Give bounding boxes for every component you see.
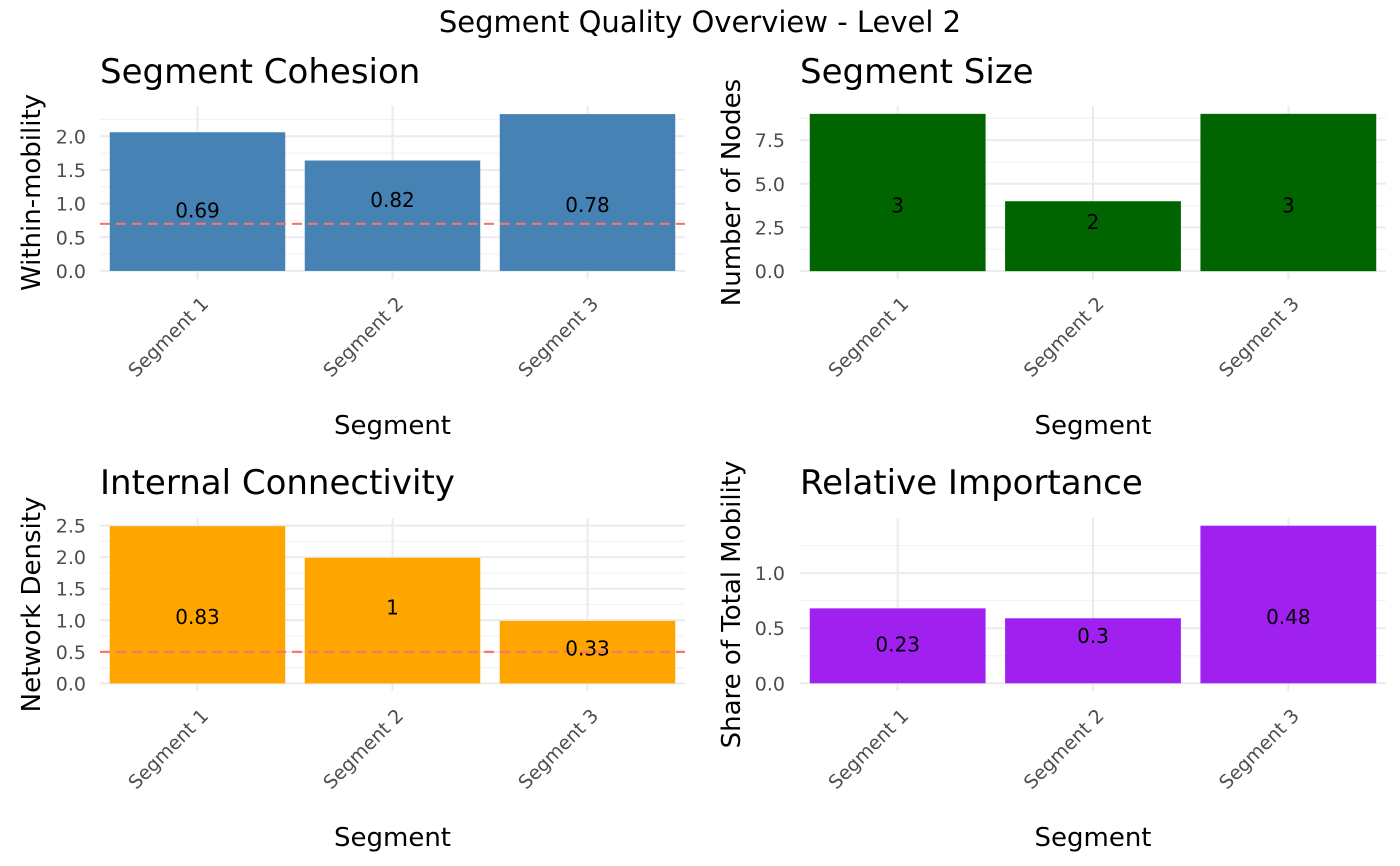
bar-2 bbox=[304, 557, 481, 684]
data-label-1: 3 bbox=[891, 194, 904, 218]
bar-2 bbox=[304, 160, 481, 271]
x-axis-title: Segment bbox=[1035, 411, 1152, 441]
y-tick-label: 0.5 bbox=[56, 227, 86, 249]
y-tick-label: 2.5 bbox=[56, 516, 86, 538]
data-label-1: 0.83 bbox=[175, 605, 220, 629]
y-tick-label: 5.0 bbox=[755, 174, 785, 196]
x-axis-title: Segment bbox=[1035, 823, 1152, 853]
panel-3: 0.83 1 0.33 0.0 0.5 1.0 1.5 2.0 2.5 Segment 1 Segm… bbox=[17, 463, 685, 853]
y-tick-label: 0.0 bbox=[56, 261, 86, 283]
bar-2 bbox=[1005, 201, 1181, 272]
y-tick-label: 2.0 bbox=[56, 547, 86, 569]
y-tick-label: 1.0 bbox=[56, 194, 86, 216]
panel-title: Segment Size bbox=[800, 52, 1034, 92]
y-tick-label: 1.0 bbox=[755, 563, 785, 585]
data-label-3: 3 bbox=[1282, 194, 1295, 218]
bar-3 bbox=[499, 114, 676, 271]
data-label-2: 0.3 bbox=[1077, 624, 1109, 648]
x-axis-title: Segment bbox=[334, 823, 451, 853]
y-tick-label: 1.5 bbox=[56, 579, 86, 601]
y-axis-title: Number of Nodes bbox=[717, 79, 747, 306]
bar-1 bbox=[809, 608, 986, 684]
y-axis-title: Network Density bbox=[17, 497, 47, 713]
x-tick-label: Segment 3 bbox=[514, 705, 603, 794]
bar-2 bbox=[1005, 618, 1181, 684]
bar-1 bbox=[109, 526, 286, 684]
y-tick-label: 1.5 bbox=[56, 160, 86, 182]
y-axis-title: Share of Total Mobility bbox=[717, 461, 747, 749]
data-label-2: 0.82 bbox=[370, 188, 415, 212]
x-tick-label: Segment 2 bbox=[1020, 293, 1109, 382]
bar-1 bbox=[809, 113, 986, 272]
figure-title: Segment Quality Overview - Level 2 bbox=[439, 5, 961, 39]
x-tick-label: Segment 1 bbox=[124, 705, 213, 794]
x-tick-label: Segment 3 bbox=[1215, 705, 1304, 794]
y-tick-label: 1.0 bbox=[56, 610, 86, 632]
panel-title: Segment Cohesion bbox=[100, 52, 420, 92]
y-axis-title: Within-mobility bbox=[17, 94, 47, 291]
y-tick-label: 0.0 bbox=[56, 673, 86, 695]
data-label-2: 1 bbox=[386, 596, 399, 620]
y-tick-label: 0.5 bbox=[755, 618, 785, 640]
panel-1: 0.69 0.82 0.78 0.0 0.5 1.0 1.5 2.0 Segment 1 Segm… bbox=[17, 52, 685, 441]
chart-panels: 0.69 0.82 0.78 0.0 0.5 1.0 1.5 2.0 Segment 1 Segm… bbox=[17, 52, 1386, 853]
bar-3 bbox=[1200, 113, 1377, 272]
data-label-1: 0.23 bbox=[875, 633, 920, 657]
y-tick-label: 0.0 bbox=[755, 261, 785, 283]
panel-2: 3 2 3 0.0 2.5 5.0 7.5 Segment 1 Segment 2 Segment… bbox=[717, 52, 1386, 441]
x-tick-label: Segment 2 bbox=[1020, 705, 1109, 794]
x-tick-label: Segment 1 bbox=[824, 705, 913, 794]
data-label-2: 2 bbox=[1087, 210, 1100, 234]
panel-title: Internal Connectivity bbox=[100, 463, 455, 503]
y-tick-label: 0.0 bbox=[755, 673, 785, 695]
bar-1 bbox=[109, 132, 286, 271]
panel-4: 0.23 0.3 0.48 0.0 0.5 1.0 Segment 1 Segment 2 Se… bbox=[717, 461, 1386, 853]
x-tick-label: Segment 3 bbox=[1215, 293, 1304, 382]
y-tick-label: 0.5 bbox=[56, 642, 86, 664]
x-tick-label: Segment 2 bbox=[319, 293, 408, 382]
data-label-3: 0.48 bbox=[1266, 605, 1311, 629]
panel-title: Relative Importance bbox=[800, 463, 1143, 503]
x-axis-title: Segment bbox=[334, 411, 451, 441]
bar-3 bbox=[1200, 525, 1377, 684]
data-label-3: 0.78 bbox=[565, 193, 610, 217]
x-tick-label: Segment 1 bbox=[824, 293, 913, 382]
y-tick-label: 2.5 bbox=[755, 217, 785, 239]
y-tick-label: 2.0 bbox=[56, 126, 86, 148]
x-tick-label: Segment 2 bbox=[319, 705, 408, 794]
x-tick-label: Segment 1 bbox=[124, 293, 213, 382]
x-tick-label: Segment 3 bbox=[514, 293, 603, 382]
y-tick-label: 7.5 bbox=[755, 130, 785, 152]
data-label-3: 0.33 bbox=[565, 637, 610, 661]
data-label-1: 0.69 bbox=[175, 198, 220, 222]
